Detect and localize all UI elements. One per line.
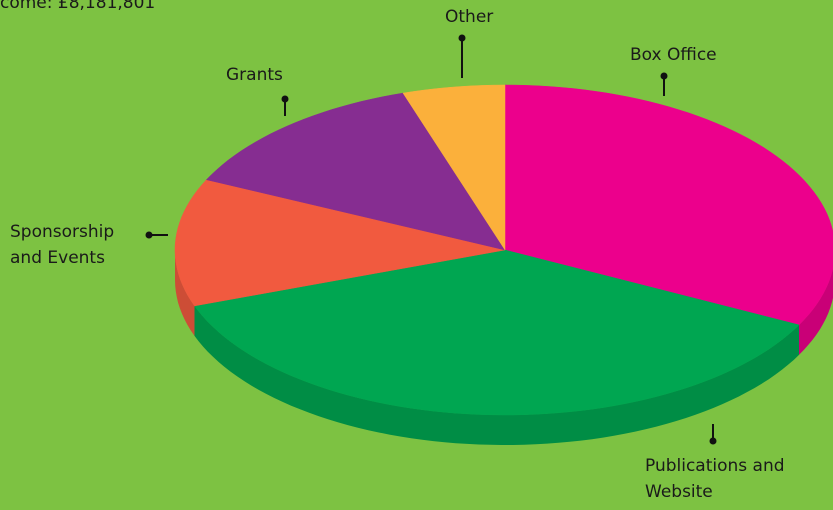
leader-dot <box>660 72 668 80</box>
slice <box>174 179 506 307</box>
slice-label: Grants <box>226 65 283 85</box>
slice-label: Publications and Website <box>645 456 785 502</box>
slice-side <box>175 250 195 336</box>
slice <box>205 92 506 251</box>
slice <box>504 84 833 326</box>
leader-dot <box>458 34 466 42</box>
slice-side <box>194 305 799 445</box>
slice-label: Sponsorship and Events <box>10 222 115 268</box>
slice <box>194 249 800 416</box>
pie <box>174 84 833 445</box>
slice <box>402 84 506 251</box>
slice-label: Other <box>445 7 494 27</box>
leaders <box>145 34 717 445</box>
leader-dot <box>709 437 717 445</box>
leader-dot <box>281 95 289 103</box>
slice-label: Box Office <box>630 45 717 65</box>
leader-dot <box>145 231 153 239</box>
chart-title: come: £8,181,801 <box>0 0 156 13</box>
slice-side <box>799 267 833 355</box>
